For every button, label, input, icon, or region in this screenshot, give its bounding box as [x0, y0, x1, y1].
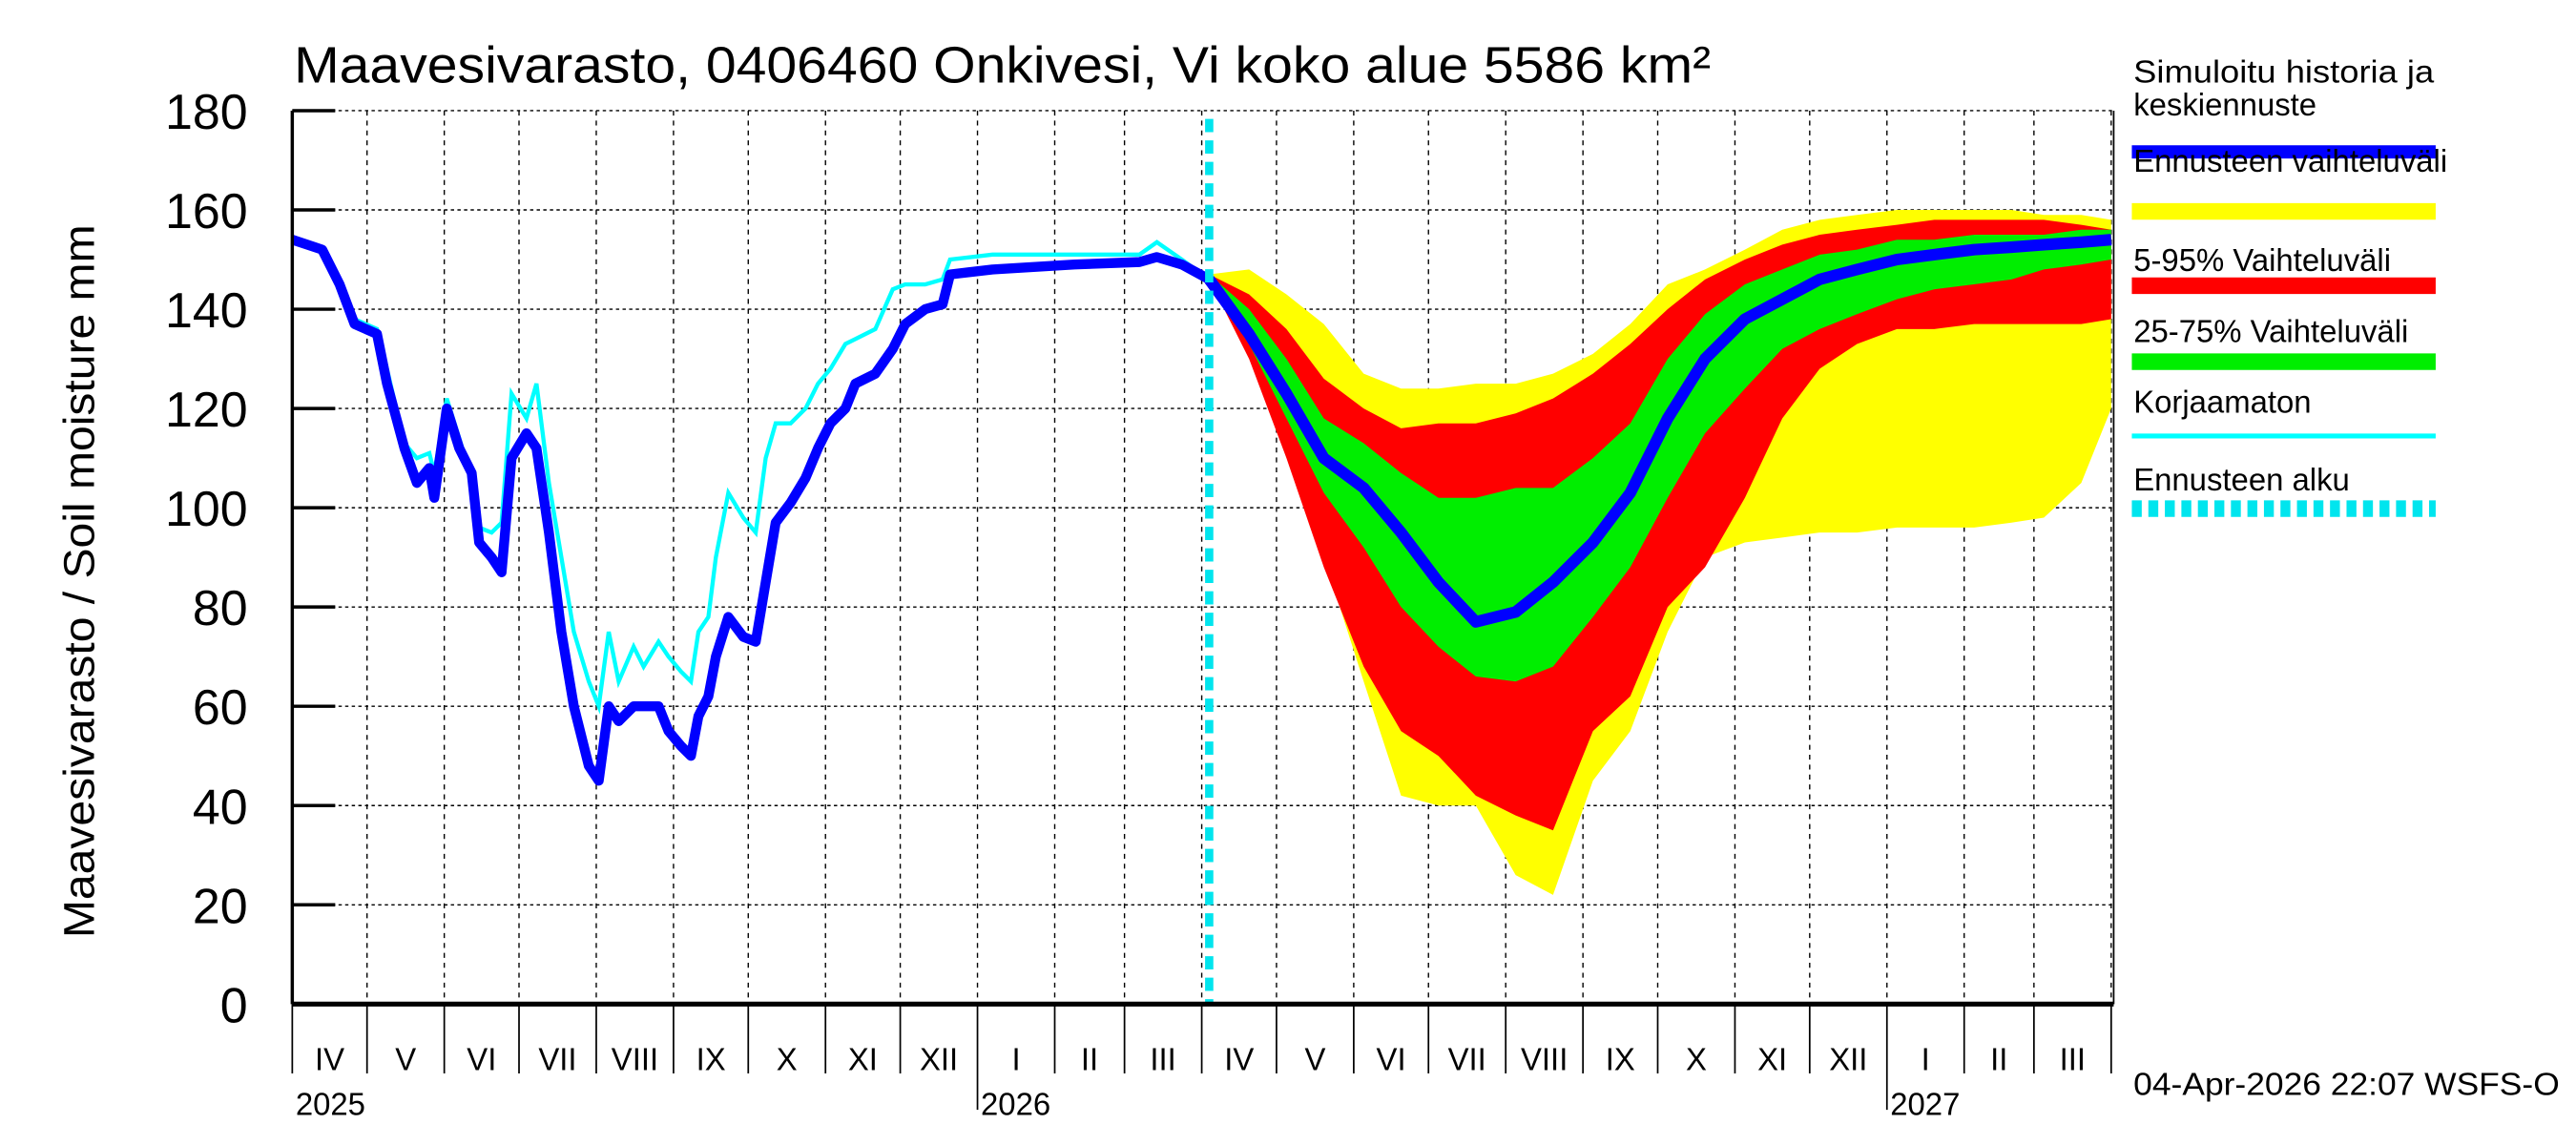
y-tick-label: 40: [193, 780, 248, 835]
legend-label: 25-75% Vaihteluväli: [2133, 313, 2408, 348]
legend-label: Ennusteen vaihteluväli: [2133, 143, 2447, 178]
x-month-label: IV: [315, 1042, 344, 1077]
y-axis-label: Maavesivarasto / Soil moisture mm: [55, 224, 104, 938]
x-month-label: III: [1150, 1042, 1175, 1077]
y-tick-label: 0: [220, 978, 248, 1033]
legend-label: 5-95% Vaihteluväli: [2133, 242, 2391, 278]
x-month-label: IX: [696, 1042, 726, 1077]
x-month-label: X: [777, 1042, 798, 1077]
legend-label: keskiennuste: [2133, 87, 2316, 122]
y-tick-label: 140: [165, 283, 248, 339]
x-month-label: VIII: [1521, 1042, 1568, 1077]
y-tick-label: 60: [193, 680, 248, 736]
x-month-label: IV: [1224, 1042, 1254, 1077]
x-month-label: II: [1081, 1042, 1098, 1077]
x-month-label: X: [1686, 1042, 1707, 1077]
x-month-label: II: [1990, 1042, 2007, 1077]
y-tick-label: 160: [165, 184, 248, 239]
legend-label: Korjaamaton: [2133, 385, 2311, 420]
legend-label: Simuloitu historia ja: [2133, 54, 2435, 90]
x-month-label: VI: [1377, 1042, 1406, 1077]
x-year-label: 2026: [981, 1086, 1050, 1121]
x-year-label: 2027: [1890, 1086, 1960, 1121]
x-month-label: V: [395, 1042, 416, 1077]
legend-label: Ennusteen alku: [2133, 462, 2350, 497]
footer-timestamp: 04-Apr-2026 22:07 WSFS-O: [2133, 1067, 2560, 1102]
y-tick-label: 80: [193, 581, 248, 636]
chart-title: Maavesivarasto, 0406460 Onkivesi, Vi kok…: [294, 37, 1711, 94]
x-month-label: VIII: [612, 1042, 658, 1077]
x-month-label: XII: [1829, 1042, 1867, 1077]
x-month-label: V: [1304, 1042, 1325, 1077]
simulated-history-line: [290, 235, 1212, 786]
x-month-label: XI: [1757, 1042, 1787, 1077]
forecast-median-line: [1204, 234, 2112, 628]
y-tick-label: 20: [193, 879, 248, 934]
x-month-label: IX: [1606, 1042, 1635, 1077]
y-tick-label: 100: [165, 482, 248, 537]
x-month-label: I: [1922, 1042, 1930, 1077]
x-month-label: XII: [920, 1042, 958, 1077]
x-month-label: VII: [1448, 1042, 1486, 1077]
y-tick-label: 180: [165, 85, 248, 140]
x-year-label: 2025: [296, 1086, 365, 1121]
x-month-label: VI: [467, 1042, 496, 1077]
y-tick-label: 120: [165, 383, 248, 438]
x-month-label: XI: [848, 1042, 878, 1077]
x-month-label: VII: [538, 1042, 576, 1077]
x-month-label: I: [1011, 1042, 1020, 1077]
x-month-label: III: [2060, 1042, 2086, 1077]
band-5-95: [1209, 219, 2111, 831]
